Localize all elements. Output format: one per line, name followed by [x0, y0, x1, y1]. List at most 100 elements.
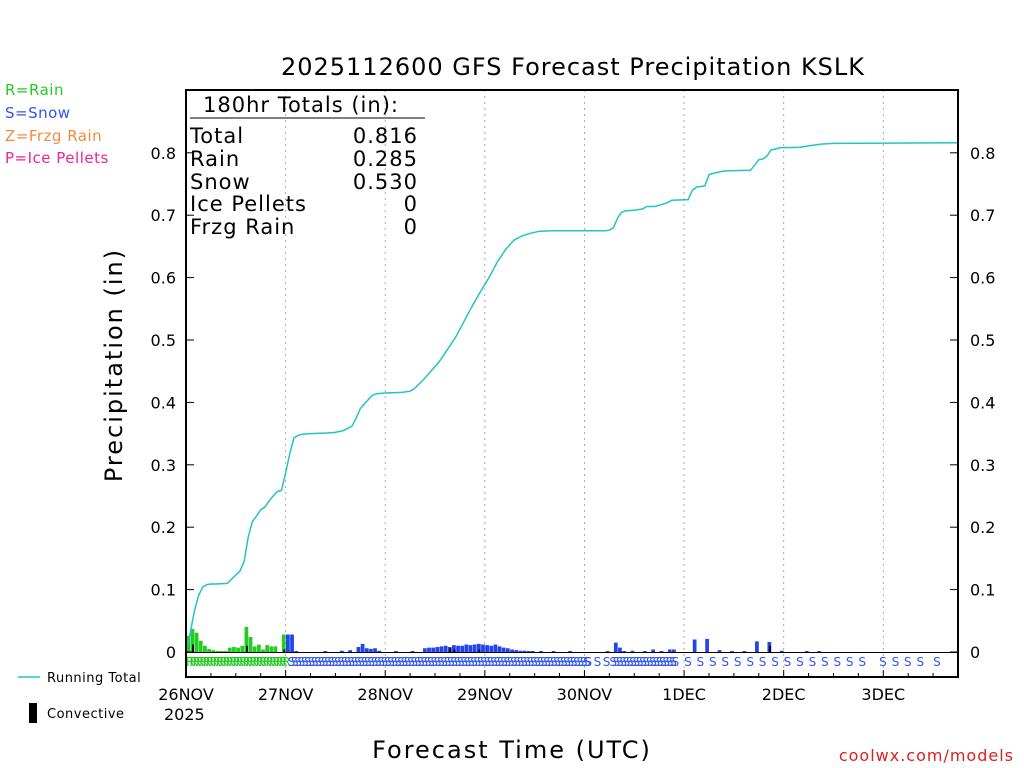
ptype-letter: S: [374, 655, 382, 669]
ptype-letter: R: [266, 655, 274, 669]
precip-bar-27: [339, 650, 344, 652]
ptype-letter: S: [494, 655, 502, 669]
ptype-letter: R: [272, 655, 280, 669]
ptype-letter: S: [662, 655, 670, 669]
convective-bar-6: [768, 645, 771, 652]
running-total-line: [185, 142, 959, 653]
precip-bar-77: [692, 639, 697, 652]
legend-convective-label: Convective: [47, 707, 125, 722]
precip-bar-21: [273, 646, 278, 652]
ptype-letter: S: [636, 655, 644, 669]
ptype-letter: S: [397, 655, 405, 669]
ptype-letter: S: [570, 655, 578, 669]
y-tick-label-left-2: 0.2: [151, 518, 176, 537]
ptype-letter: S: [796, 655, 804, 669]
convective-bar-0: [192, 644, 194, 652]
totals-value-total: 0.816: [353, 124, 418, 148]
ptype-letter: R: [196, 655, 204, 669]
ptype-letter: S: [609, 655, 617, 669]
ptype-letter: R: [282, 655, 290, 669]
ptype-letter: S: [294, 655, 302, 669]
ptype-letter: S: [414, 655, 422, 669]
precip-bar-51: [481, 644, 485, 652]
ptype-letter: S: [367, 655, 375, 669]
ptype-letter: S: [507, 655, 515, 669]
ptype-letter: S: [649, 655, 657, 669]
ptype-letter: S: [464, 655, 472, 669]
ptype-letter: S: [684, 655, 692, 669]
y-axis-title: Precipitation (in): [100, 248, 128, 482]
precip-bar-29: [356, 647, 361, 652]
ptype-letter: R: [256, 655, 264, 669]
legend-rain-key: R=Rain: [5, 81, 64, 99]
ptype-letter: R: [229, 655, 237, 669]
precip-bar-47: [464, 644, 469, 652]
ptype-letter: S: [497, 655, 505, 669]
ptype-letter: S: [311, 655, 319, 669]
ptype-letter: S: [639, 655, 647, 669]
totals-value-rain: 0.285: [353, 147, 418, 171]
totals-box: 180hr Totals (in): Total 0.816 Rain 0.28…: [189, 93, 425, 239]
ptype-letter: R: [223, 655, 231, 669]
ptype-letter: R: [193, 655, 201, 669]
ptype-letter: R: [219, 655, 227, 669]
precip-bar-56: [501, 647, 506, 652]
chart-title: 2025112600 GFS Forecast Precipitation KS…: [281, 53, 865, 81]
ptype-letter: S: [584, 655, 592, 669]
precip-bar-60: [518, 650, 523, 652]
precip-bar-14: [244, 627, 249, 652]
precip-bar-24: [290, 634, 294, 652]
precip-bar-8: [219, 651, 224, 652]
legend-ice-pellets-key: P=Ice Pellets: [5, 149, 109, 167]
ptype-letter: S: [746, 655, 754, 669]
precip-bar-79: [717, 650, 722, 652]
totals-header: 180hr Totals (in):: [203, 93, 399, 117]
ptype-letter: S: [331, 655, 339, 669]
precip-bar-57: [506, 648, 510, 652]
ptype-letter: S: [484, 655, 492, 669]
precip-bar-25: [294, 651, 299, 652]
ptype-letter: S: [594, 655, 602, 669]
ptype-letter: S: [440, 655, 448, 669]
ptype-letter: S: [371, 655, 379, 669]
precip-bar-45: [456, 645, 460, 652]
ptype-letter: S: [540, 655, 548, 669]
ptype-letter: R: [279, 655, 287, 669]
ptype-letter: S: [697, 655, 705, 669]
precip-bar-34: [377, 650, 382, 652]
ptype-letter: R: [216, 655, 224, 669]
precip-bar-38: [427, 647, 431, 652]
ptype-letter: S: [577, 655, 585, 669]
precip-bar-53: [489, 645, 494, 652]
y-tick-label-right-7: 0.7: [970, 206, 995, 225]
precip-bar-66: [568, 651, 572, 652]
ptype-letter: S: [784, 655, 792, 669]
precip-bar-22: [281, 634, 286, 652]
ptype-letter: S: [672, 655, 680, 669]
ptype-letter: S: [344, 655, 352, 669]
ptype-letter: S: [351, 655, 359, 669]
y-tick-label-left-0: 0: [166, 643, 176, 662]
ptype-letter: R: [213, 655, 221, 669]
precip-bar-2: [194, 632, 199, 652]
precip-bar-32: [369, 648, 373, 652]
ptype-letter: S: [460, 655, 468, 669]
ptype-letter: S: [527, 655, 535, 669]
x-tick-label-0: 26NOV: [158, 685, 214, 704]
ptype-letter: S: [434, 655, 442, 669]
x-tick-label-4: 30NOV: [557, 685, 613, 704]
ptype-letter: S: [401, 655, 409, 669]
ptype-letter: S: [504, 655, 512, 669]
precip-bar-36: [410, 651, 415, 652]
precip-bar-1: [190, 628, 195, 652]
totals-value-snow: 0.530: [353, 170, 418, 194]
precip-bar-63: [530, 651, 535, 652]
precip-bar-20: [269, 646, 274, 652]
ptype-letter: S: [318, 655, 326, 669]
ptype-letter: S: [666, 655, 674, 669]
precip-bar-44: [452, 645, 456, 652]
ptype-letter: S: [821, 655, 829, 669]
ptype-letter: R: [206, 655, 214, 669]
ptype-letter: R: [249, 655, 257, 669]
convective-bar-3: [449, 648, 452, 652]
